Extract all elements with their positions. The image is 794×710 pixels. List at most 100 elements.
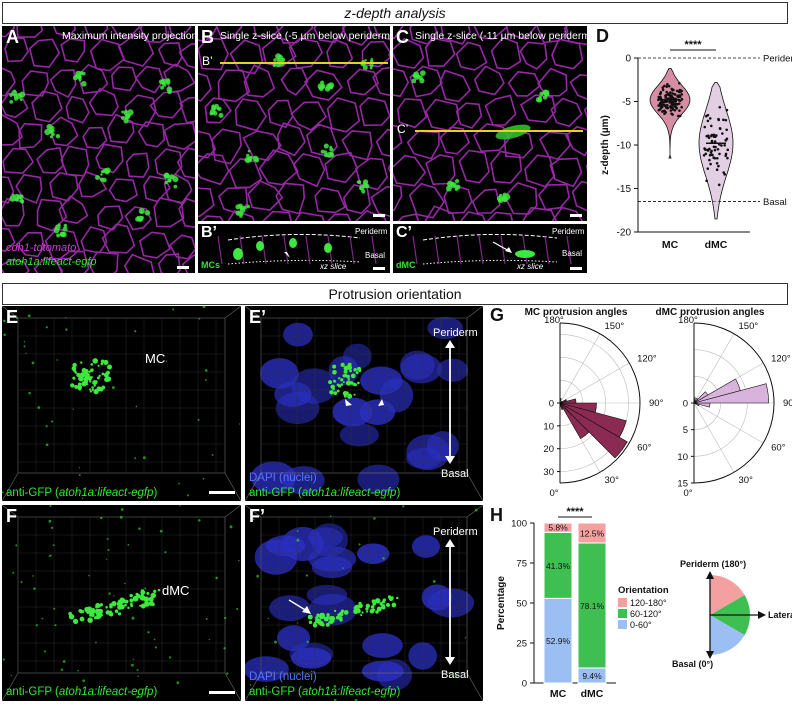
noise-speck [2, 658, 5, 661]
cell-signal [324, 243, 332, 253]
noise-speck [45, 443, 49, 447]
dmc-puncta [379, 606, 383, 610]
cell-outline [455, 41, 488, 71]
angle-tick-label: 90° [783, 398, 792, 409]
arrowhead-icon [284, 252, 290, 258]
noise-speck [256, 574, 260, 578]
noise-speck [464, 637, 467, 639]
merkel-cell-signal [272, 53, 286, 68]
panel-h-label: H [490, 505, 503, 525]
merkel-cell-signal [244, 149, 260, 164]
data-point [669, 94, 673, 97]
dmc-puncta [308, 620, 313, 625]
noise-speck [187, 494, 190, 497]
mc-puncta [104, 377, 109, 382]
noise-speck [33, 587, 36, 590]
data-point [667, 84, 671, 88]
data-point [706, 119, 710, 123]
cell-outline [117, 35, 155, 67]
cell-outline [56, 250, 90, 273]
radial-tick-label: 5 [683, 425, 688, 436]
legend-label: 0-60° [630, 620, 652, 630]
cell-outline [354, 209, 387, 221]
noise-speck [48, 519, 52, 523]
cell-outline [409, 65, 443, 98]
data-point [669, 109, 673, 112]
cell-outline [134, 65, 165, 94]
noise-speck [333, 699, 337, 701]
angle-tick-label: 0° [683, 488, 692, 499]
cell-outline [549, 157, 583, 188]
dmc-puncta [96, 603, 101, 608]
periderm-trace [227, 233, 361, 241]
mc-puncta [93, 384, 96, 387]
render-grid [17, 317, 225, 473]
polar-spoke [559, 333, 601, 404]
data-point [715, 161, 719, 165]
dmc-puncta [325, 622, 330, 627]
nucleus [411, 535, 441, 558]
noise-speck [172, 308, 175, 311]
cell-outline [84, 26, 109, 41]
noise-speck [51, 420, 54, 423]
box-edge [466, 472, 483, 501]
data-point [674, 106, 678, 109]
noise-speck [138, 527, 141, 530]
dmc-puncta [388, 596, 394, 602]
data-point [659, 95, 662, 99]
cell-outline [490, 150, 523, 184]
cell-outline [583, 106, 587, 119]
panel-e-image: E MC anti-GFP (atoh1a:lifeact-egfp) [2, 306, 241, 501]
cell-outline [571, 180, 587, 212]
angle-tick-label: 30° [739, 475, 754, 486]
nucleus [357, 543, 390, 564]
noise-speck [20, 580, 23, 584]
dmc-puncta [372, 602, 377, 606]
membrane-streak [283, 235, 289, 265]
y-tick-label: -5 [622, 97, 631, 108]
cell-outline [36, 146, 65, 174]
render-grid [260, 317, 467, 473]
cell-outline [204, 97, 232, 124]
cell-outline [473, 123, 511, 153]
mc-puncta [337, 377, 341, 380]
merkel-cell-signal [535, 89, 550, 103]
y-tick-label: -10 [617, 141, 632, 152]
noise-speck [153, 638, 156, 641]
noise-speck [45, 326, 48, 329]
dmc-puncta [326, 613, 330, 617]
noise-speck [202, 477, 205, 480]
panel-b-scale-bar [373, 214, 385, 217]
panel-b-image: B Single z-slice (-5 µm below periderm) … [198, 26, 390, 221]
angle-tick-label: 120° [771, 354, 791, 365]
data-point [713, 140, 717, 143]
cell-outline [198, 37, 229, 71]
data-point [709, 151, 713, 154]
dmc-puncta [319, 612, 323, 616]
panel-c-prime-cell-label: dMC [396, 260, 416, 270]
x-tick-label: dMC [581, 688, 604, 700]
y-tick-label: -15 [617, 184, 632, 195]
data-point [663, 112, 666, 116]
dmc-puncta [89, 609, 95, 615]
dmc-puncta [124, 599, 129, 604]
noise-speck [65, 317, 67, 319]
cell-outline [36, 198, 68, 232]
merkel-cell-signal [135, 207, 151, 222]
mc-puncta [355, 371, 359, 375]
dmc-puncta [150, 600, 154, 604]
data-point [724, 139, 728, 142]
data-point [673, 92, 676, 96]
data-point [710, 133, 714, 137]
noise-speck [130, 663, 134, 667]
panel-f-label: F [6, 506, 17, 526]
cell-outline [372, 66, 390, 97]
noise-speck [48, 555, 51, 557]
cell-outline [326, 213, 352, 221]
panel-d-label: D [596, 26, 609, 46]
cell-outline [139, 26, 173, 44]
data-point [660, 105, 664, 109]
nucleus [399, 350, 435, 380]
x-tick-label: dMC [705, 239, 728, 251]
membrane-streak [434, 235, 440, 265]
